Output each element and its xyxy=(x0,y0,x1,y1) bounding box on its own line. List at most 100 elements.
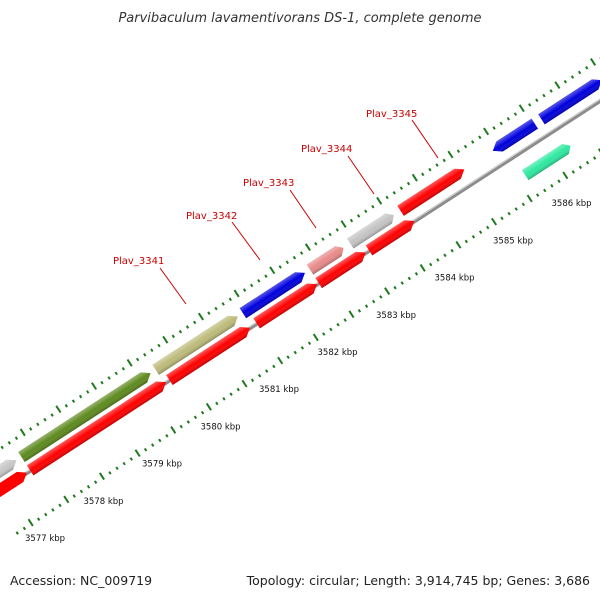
outer-tick-mark xyxy=(392,191,396,195)
outer-tick-mark xyxy=(121,366,126,371)
outer-tick-mark xyxy=(228,297,232,302)
inner-tick-mark xyxy=(471,234,476,239)
inner-tick-mark xyxy=(179,424,183,429)
kbp-label: 3582 kbp xyxy=(318,348,358,358)
outer-tick-mark xyxy=(171,334,175,339)
inner-tick-mark xyxy=(384,287,391,295)
inner-tick-mark xyxy=(455,240,462,249)
inner-tick-mark xyxy=(562,171,569,180)
outer-tick-mark xyxy=(197,312,204,321)
inner-tick-mark xyxy=(222,397,226,401)
outer-tick-mark xyxy=(264,274,268,278)
outer-tick-mark xyxy=(563,79,567,84)
inner-tick-mark xyxy=(193,415,198,420)
outer-tick-mark xyxy=(535,98,539,103)
inner-tick-mark xyxy=(322,332,326,336)
outer-tick-mark xyxy=(435,163,439,167)
inner-tick-mark xyxy=(357,309,362,313)
outer-tick-mark xyxy=(250,283,254,288)
inner-tick-mark xyxy=(507,211,511,216)
inner-tick-mark xyxy=(44,512,48,517)
outer-tick-mark xyxy=(192,320,197,325)
inner-tick-ring xyxy=(15,148,600,535)
outer-tick-mark xyxy=(150,348,154,353)
gene-label-plav-3342: Plav_3342 xyxy=(186,211,237,222)
inner-tick-mark xyxy=(379,295,383,299)
kbp-label: 3583 kbp xyxy=(376,311,416,321)
gene-label-plav-3344: Plav_3344 xyxy=(301,144,352,155)
inner-tick-mark xyxy=(72,494,76,498)
outer-tick-mark xyxy=(55,405,62,414)
outer-tick-mark xyxy=(162,335,169,344)
gene-arrow-red-4 xyxy=(253,283,318,329)
outer-tick-mark xyxy=(29,427,33,431)
outer-tick-mark xyxy=(335,228,339,232)
gene-label-plav-3345: Plav_3345 xyxy=(366,109,417,120)
forward-strand-genes xyxy=(0,79,600,493)
gene-labels: Plav_3341 Plav_3342 Plav_3343 Plav_3344 … xyxy=(113,109,439,305)
outer-tick-mark xyxy=(456,149,461,153)
outer-tick-mark xyxy=(143,353,147,357)
inner-tick-mark xyxy=(348,310,355,319)
inner-tick-mark xyxy=(372,299,376,304)
inner-tick-mark xyxy=(429,262,433,267)
outer-tick-mark xyxy=(36,422,40,427)
outer-tick-mark xyxy=(78,394,83,399)
outer-tick-mark xyxy=(590,58,597,66)
leader-line-plav-3343 xyxy=(289,189,317,229)
outer-tick-mark xyxy=(478,135,482,140)
outer-tick-mark xyxy=(340,220,347,228)
outer-tick-mark xyxy=(7,441,11,445)
outer-tick-mark xyxy=(91,382,98,390)
inner-tick-mark xyxy=(257,373,262,378)
gene-arrow-olive xyxy=(18,372,151,463)
outer-tick-mark xyxy=(178,329,183,334)
genome-track xyxy=(0,56,600,535)
kbp-label: 3584 kbp xyxy=(435,274,475,284)
outer-tick-mark xyxy=(0,445,4,450)
gene-arrow-plav-3343 xyxy=(306,246,344,275)
outer-tick-mark xyxy=(499,121,503,126)
outer-tick-mark xyxy=(185,325,190,329)
inner-tick-mark xyxy=(186,420,190,424)
kbp-label: 3581 kbp xyxy=(259,385,299,395)
kbp-label: 3577 kbp xyxy=(25,534,65,544)
inner-tick-mark xyxy=(464,239,468,244)
inner-tick-mark xyxy=(158,438,162,443)
inner-tick-mark xyxy=(393,285,397,290)
inner-tick-mark xyxy=(312,333,319,342)
kbp-label: 3579 kbp xyxy=(142,460,182,470)
outer-tick-mark xyxy=(285,260,289,265)
accession-text: Accession: NC_009719 xyxy=(10,573,152,588)
gene-arrow-red-1 xyxy=(0,471,27,506)
inner-tick-mark xyxy=(151,443,155,447)
inner-tick-mark xyxy=(300,346,305,350)
inner-tick-mark xyxy=(343,318,347,322)
inner-tick-mark xyxy=(543,188,547,193)
outer-tick-mark xyxy=(376,196,383,205)
inner-tick-mark xyxy=(419,264,426,272)
outer-tick-mark xyxy=(43,417,47,422)
outer-tick-mark xyxy=(292,255,297,260)
kbp-label: 3585 kbp xyxy=(493,236,533,246)
gene-arrow-red-6 xyxy=(365,220,415,256)
outer-tick-mark xyxy=(221,302,225,306)
outer-tick-mark xyxy=(299,251,304,255)
outer-tick-mark xyxy=(506,116,510,121)
outer-tick-mark xyxy=(513,112,518,116)
inner-tick-mark xyxy=(491,217,498,226)
gene-arrow-blue-right xyxy=(538,79,600,125)
gene-arrow-plav-3342 xyxy=(239,272,305,319)
inner-tick-mark xyxy=(578,165,583,170)
inner-tick-mark xyxy=(205,402,212,411)
outer-tick-mark xyxy=(107,376,111,380)
outer-tick-mark xyxy=(577,70,582,75)
leader-line-plav-3344 xyxy=(347,155,375,195)
outer-tick-mark xyxy=(371,204,375,209)
inner-tick-mark xyxy=(436,258,440,262)
outer-tick-mark xyxy=(233,289,240,298)
outer-tick-mark xyxy=(442,158,446,163)
outer-tick-ring xyxy=(0,56,600,450)
outer-tick-mark xyxy=(356,214,361,218)
inner-tick-mark xyxy=(293,350,297,355)
